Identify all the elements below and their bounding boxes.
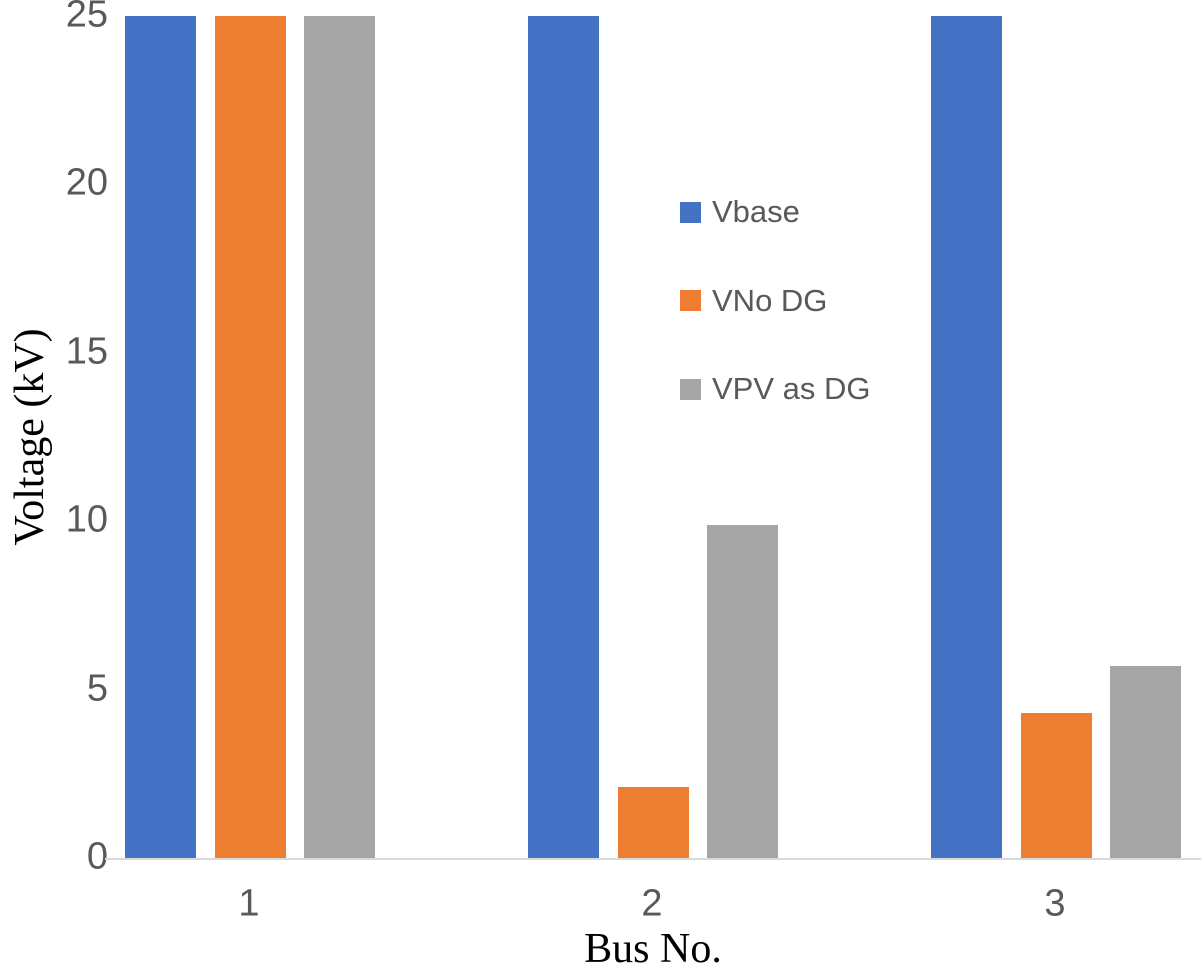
legend-item-vpv-as-dg: VPV as DG bbox=[680, 371, 871, 407]
bar-vno-dg-bus-2 bbox=[618, 787, 689, 858]
legend-item-vno-dg: VNo DG bbox=[680, 283, 827, 319]
y-tick-label-25: 25 bbox=[65, 0, 108, 36]
x-axis-line bbox=[105, 858, 1201, 860]
bar-vpv-as-dg-bus-3 bbox=[1110, 666, 1181, 858]
bar-vno-dg-bus-3 bbox=[1021, 713, 1092, 858]
y-tick-label-15: 15 bbox=[65, 330, 108, 373]
y-tick-label-0: 0 bbox=[86, 835, 108, 878]
x-category-label-3: 3 bbox=[1044, 882, 1066, 925]
legend-label-vno-dg: VNo DG bbox=[712, 282, 828, 318]
bar-vno-dg-bus-1 bbox=[215, 16, 286, 858]
x-axis-title: Bus No. bbox=[584, 926, 722, 972]
legend-swatch-vbase bbox=[680, 201, 701, 223]
bar-vpv-as-dg-bus-1 bbox=[304, 16, 375, 858]
y-tick-label-10: 10 bbox=[65, 498, 108, 541]
bar-vbase-bus-1 bbox=[125, 16, 196, 858]
bar-vbase-bus-2 bbox=[528, 16, 599, 858]
legend-swatch-vno-dg bbox=[680, 290, 701, 311]
x-category-label-2: 2 bbox=[641, 882, 663, 925]
legend-swatch-vpv-as-dg bbox=[680, 378, 701, 400]
y-tick-label-20: 20 bbox=[65, 161, 108, 204]
bar-vbase-bus-3 bbox=[931, 16, 1002, 858]
legend-item-vbase: Vbase bbox=[680, 194, 800, 230]
bar-vpv-as-dg-bus-2 bbox=[707, 525, 778, 858]
legend-label-vpv-as-dg: VPV as DG bbox=[712, 371, 871, 406]
legend-label-vbase: Vbase bbox=[712, 194, 800, 229]
x-category-label-1: 1 bbox=[238, 882, 260, 925]
y-tick-label-5: 5 bbox=[86, 667, 108, 710]
